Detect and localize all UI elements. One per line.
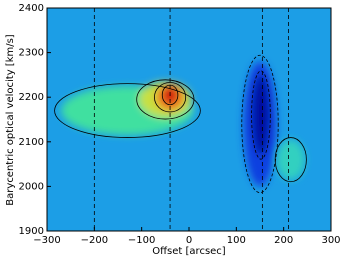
emission-feature [276, 139, 305, 180]
x-tick-label: −300 [33, 235, 60, 246]
contour [136, 79, 195, 120]
contour [274, 137, 307, 183]
x-tick-label: 0 [186, 235, 192, 246]
y-tick-label: 2300 [19, 48, 44, 59]
emission-feature [252, 74, 270, 156]
y-tick-label: 2400 [19, 3, 44, 14]
y-tick-label: 2200 [19, 92, 44, 103]
y-axis-label: Barycentric optical velocity [km/s] [5, 34, 16, 206]
contour [154, 82, 187, 113]
x-tick-label: −200 [81, 235, 108, 246]
x-tick-label: 200 [274, 235, 293, 246]
y-tick-label: 2100 [19, 137, 44, 148]
contour [241, 54, 279, 194]
x-tick-label: −100 [128, 235, 155, 246]
contour [251, 70, 271, 160]
x-axis-label: Offset [arcsec] [152, 246, 226, 257]
contour [54, 83, 201, 138]
emission [61, 61, 305, 187]
x-tick-label: 300 [321, 235, 340, 246]
plot-area [47, 8, 331, 231]
y-tick-label: 1900 [19, 226, 44, 237]
x-tick-label: 100 [227, 235, 246, 246]
y-tick-label: 2000 [19, 181, 44, 192]
